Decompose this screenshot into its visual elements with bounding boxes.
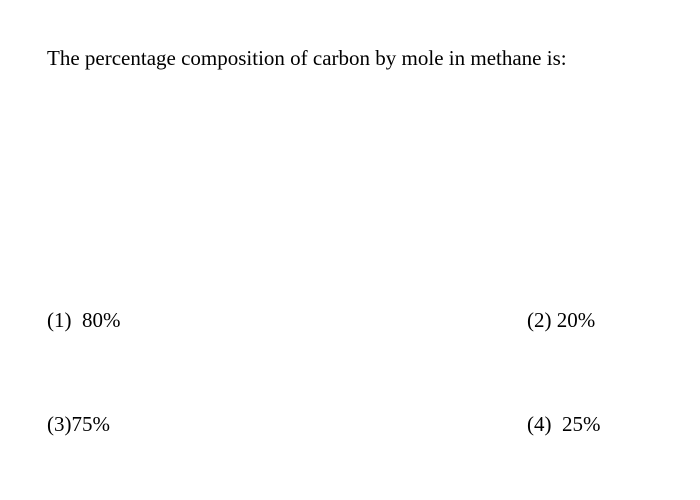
option: (1) 80%	[47, 308, 121, 332]
option: (2) 20%	[527, 308, 596, 332]
question-text: The percentage composition of carbon by …	[47, 46, 567, 70]
option: (4) 25%	[527, 412, 601, 436]
option: (3)75%	[47, 412, 110, 436]
